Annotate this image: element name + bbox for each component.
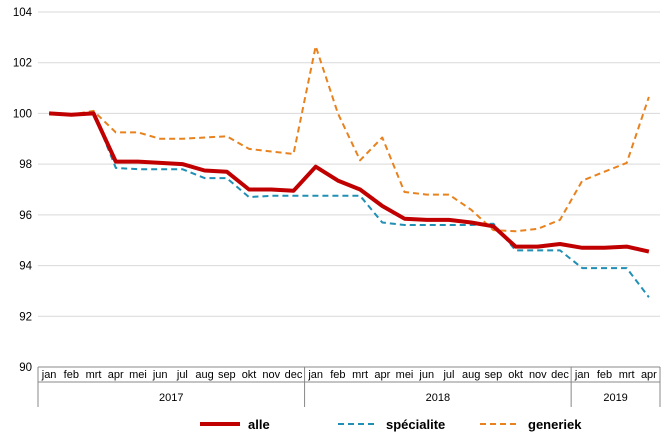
x-tick-label: feb (597, 369, 612, 381)
series-lines (48, 45, 650, 298)
x-tick-label: jan (307, 369, 323, 381)
x-tick-label: dec (285, 369, 303, 381)
x-tick-label: aug (462, 369, 480, 381)
year-label: 2017 (159, 392, 183, 404)
series-line-spécialite (49, 111, 650, 298)
x-tick-label: feb (64, 369, 79, 381)
x-tick-label: okt (242, 369, 257, 381)
x-tick-label: jul (442, 369, 454, 381)
legend-label: generiek (528, 417, 582, 432)
x-tick-label: mei (129, 369, 147, 381)
x-tick-label: dec (551, 369, 569, 381)
year-label: 2019 (603, 392, 627, 404)
legend-label: spécialite (386, 417, 445, 432)
y-tick-label: 96 (19, 210, 32, 222)
x-tick-label: apr (374, 369, 390, 381)
x-axis: jan feb mrt apr mei jun jul aug sep okt nov dec jan f… (37, 367, 661, 407)
x-tick-label: aug (195, 369, 213, 381)
legend: alle spécialite generiek (200, 417, 582, 432)
year-label: 2018 (426, 392, 450, 404)
x-tick-label: sep (218, 369, 236, 381)
series-line-alle (48, 111, 650, 254)
x-tick-label: nov (262, 369, 280, 381)
x-tick-label: jul (176, 369, 188, 381)
x-tick-label: feb (330, 369, 345, 381)
y-tick-label: 90 (19, 362, 32, 374)
y-tick-label: 104 (13, 7, 33, 19)
y-tick-label: 98 (19, 159, 32, 171)
x-tick-label: jan (574, 369, 590, 381)
x-tick-label: mei (396, 369, 414, 381)
gridlines (38, 11, 660, 368)
x-tick-label: okt (508, 369, 523, 381)
x-tick-label: sep (485, 369, 503, 381)
x-tick-label: nov (529, 369, 547, 381)
legend-label: alle (248, 417, 270, 432)
y-tick-label: 92 (19, 311, 32, 323)
y-tick-label: 102 (13, 58, 32, 70)
x-tick-label: jun (152, 369, 168, 381)
y-axis-ticks: 90 92 94 96 98 100 102 104 (13, 7, 33, 374)
y-tick-label: 94 (19, 261, 32, 273)
x-tick-label: apr (641, 369, 657, 381)
x-tick-label: jan (41, 369, 57, 381)
series-line-generiek (49, 45, 650, 233)
x-tick-label: mrt (352, 369, 368, 381)
x-tick-label: apr (108, 369, 124, 381)
y-tick-label: 100 (13, 108, 32, 120)
x-tick-label: mrt (86, 369, 102, 381)
x-tick-label: mrt (619, 369, 635, 381)
x-tick-label: jun (418, 369, 434, 381)
